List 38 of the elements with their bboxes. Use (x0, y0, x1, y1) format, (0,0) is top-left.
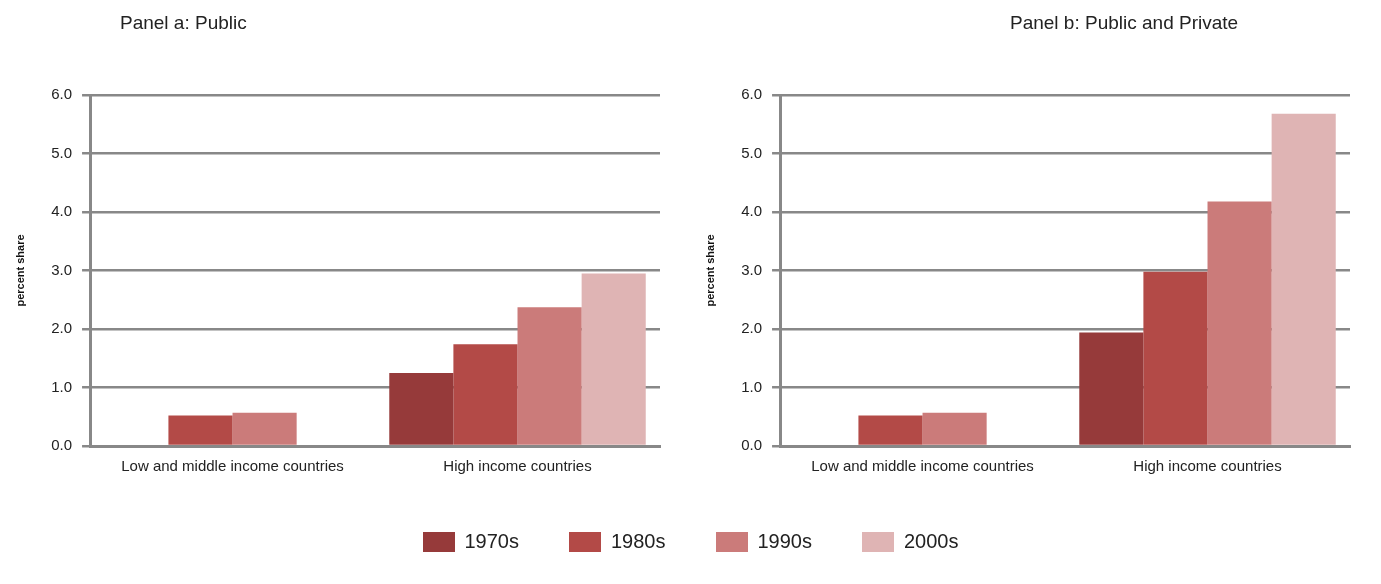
legend-label: 1980s (611, 530, 666, 553)
y-tick-label: 1.0 (741, 377, 763, 395)
bar (922, 412, 987, 445)
y-tick-label: 4.0 (741, 202, 763, 220)
bar (453, 344, 518, 445)
bar (1143, 271, 1208, 445)
y-tick-label: 2.0 (51, 319, 73, 337)
bar (1079, 332, 1144, 445)
y-axis-title: percent share (703, 234, 716, 307)
y-tick-label: 0.0 (741, 436, 763, 454)
y-axis-title: percent share (13, 234, 26, 307)
bar (858, 415, 923, 445)
x-tick-label: Low and middle income countries (121, 457, 344, 475)
legend-label: 2000s (904, 530, 959, 553)
y-tick-label: 5.0 (51, 143, 73, 161)
y-tick-label: 3.0 (741, 260, 763, 278)
legend-label: 1970s (464, 530, 519, 553)
y-tick-label: 3.0 (51, 260, 73, 278)
y-tick-label: 1.0 (51, 377, 73, 395)
y-tick-label: 6.0 (51, 85, 73, 103)
bar (1271, 113, 1336, 445)
y-tick-label: 2.0 (741, 319, 763, 337)
y-tick-label: 0.0 (51, 436, 73, 454)
bar (581, 273, 646, 445)
x-tick-label: High income countries (1133, 457, 1282, 475)
y-tick-label: 6.0 (741, 85, 763, 103)
bar (232, 412, 297, 445)
bar (517, 307, 582, 445)
bar (389, 372, 454, 445)
chart-title: Panel a: Public (120, 12, 247, 34)
chart-title: Panel b: Public and Private (1010, 12, 1239, 34)
x-tick-label: Low and middle income countries (811, 457, 1034, 475)
legend-label: 1990s (757, 530, 812, 553)
y-tick-label: 4.0 (51, 202, 73, 220)
x-tick-label: High income countries (443, 457, 592, 475)
bar (1207, 201, 1272, 445)
y-tick-label: 5.0 (741, 143, 763, 161)
bar (168, 415, 233, 445)
